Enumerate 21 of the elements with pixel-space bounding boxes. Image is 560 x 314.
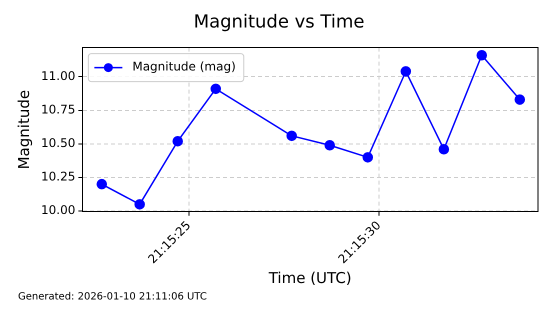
y-axis-title: Magnitude [14,90,33,170]
y-tick-label: 10.00 [40,203,76,218]
point [476,50,488,61]
y-tick-label: 10.25 [40,170,76,184]
text: Generated: 2026-01-10 21:11:06 UTC [18,292,207,303]
chart-title: Magnitude vs Time [194,11,364,32]
point [286,130,297,142]
y-tick-label: 10.50 [40,136,76,150]
point [362,152,374,163]
point [210,84,222,94]
point [514,94,526,105]
point [172,136,183,146]
point [96,178,108,190]
y-tick-label: 11.00 [40,68,76,83]
point [438,144,450,155]
x-axis-title: Time (UTC) [268,268,352,287]
point [134,199,145,210]
point [324,140,335,150]
y-tick-label: 10.75 [40,102,76,116]
point [400,66,412,77]
legend-label: Magnitude (mag) [132,60,236,74]
